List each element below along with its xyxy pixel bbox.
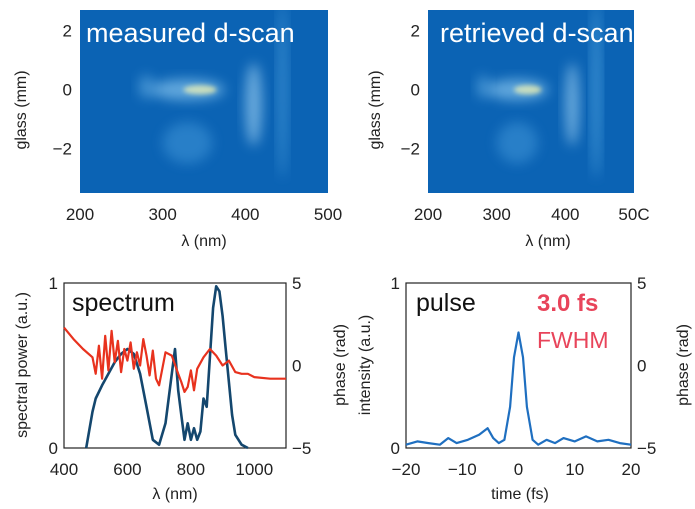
- spectrum-axes: 400 600 800 1000 0 1 5 0 −5: [49, 274, 312, 479]
- measured-ytick-label: 0: [63, 81, 72, 100]
- measured-heatmap-feature: [150, 79, 225, 101]
- spectrum-panel: spectrum 400 600 800 1000 0 1 5 0 −5 λ (nm) spec…: [14, 274, 349, 503]
- retrieved-heatmap-features: [476, 10, 601, 179]
- retrieved-heatmap-feature: [486, 79, 549, 101]
- spectrum-y2tick-label: 5: [292, 274, 301, 293]
- pulse-title: pulse: [416, 289, 476, 317]
- retrieved-heatmap-feature: [592, 10, 601, 179]
- pulse-y2tick-label: −5: [637, 439, 656, 458]
- measured-title: measured d-scan: [86, 18, 295, 48]
- measured-heatmap-background: [80, 10, 328, 193]
- measured-heatmap-feature: [245, 63, 262, 146]
- measured-xtick-label: 500: [314, 205, 342, 224]
- retrieved-dscan-panel: retrieved d-scan 200 300 400 50C 2 0 −2 λ (nm)…: [367, 10, 650, 250]
- pulse-xtick-label: 10: [565, 460, 584, 479]
- spectrum-series: [63, 285, 286, 450]
- measured-ytick-label: 2: [63, 22, 72, 41]
- pulse-xtick-label: −10: [448, 460, 477, 479]
- pulse-y2tick-label: 5: [637, 274, 646, 293]
- pulse-fwhm-value: 3.0 fs: [537, 290, 598, 317]
- measured-heatmap-feature: [138, 74, 154, 99]
- pulse-frame: [405, 282, 632, 449]
- retrieved-xtick-label: 300: [482, 205, 510, 224]
- spectrum-xtick-label: 600: [113, 460, 141, 479]
- measured-xtick-label: 200: [66, 205, 94, 224]
- spectrum-series-line: [84, 285, 249, 450]
- spectrum-ytick-label: 0: [49, 439, 58, 458]
- spectrum-y2tick-label: 0: [292, 357, 301, 376]
- pulse-panel: pulse 3.0 fs FWHM −20 −10 0 10 20 0 1 5 0 −5 time…: [357, 274, 692, 503]
- spectrum-xtick-label: 800: [177, 460, 205, 479]
- spectrum-xtick-label: 400: [50, 460, 78, 479]
- spectrum-ytick-label: 1: [49, 274, 58, 293]
- retrieved-xtick-label: 50C: [618, 205, 649, 224]
- measured-xlabel: λ (nm): [181, 233, 226, 250]
- measured-heatmap-features: [138, 10, 287, 179]
- retrieved-xtick-label: 400: [551, 205, 579, 224]
- pulse-xtick-label: 0: [514, 460, 523, 479]
- measured-xtick-label: 300: [148, 205, 176, 224]
- pulse-fwhm-label: FWHM: [537, 327, 609, 353]
- spectrum-y2tick-label: −5: [292, 439, 311, 458]
- retrieved-xtick-label: 200: [414, 205, 442, 224]
- pulse-axes: −20 −10 0 10 20 0 1 5 0 −5: [391, 274, 657, 479]
- pulse-ylabel: intensity (a.u.): [357, 315, 374, 415]
- spectrum-title: spectrum: [72, 289, 175, 317]
- spectrum-y2label: phase (rad): [332, 324, 349, 406]
- pulse-xlabel: time (fs): [491, 486, 549, 503]
- retrieved-title: retrieved d-scan: [440, 18, 634, 48]
- pulse-series: [405, 331, 632, 446]
- retrieved-xlabel: λ (nm): [525, 233, 570, 250]
- spectrum-ylabel: spectral power (a.u.): [14, 292, 31, 438]
- measured-axes: 200 300 400 500 2 0 −2: [53, 22, 343, 224]
- measured-heatmap-feature: [278, 10, 287, 179]
- retrieved-ytick-label: 2: [411, 22, 420, 41]
- retrieved-ytick-label: 0: [411, 81, 420, 100]
- pulse-y2tick-label: 0: [637, 357, 646, 376]
- spectrum-series-line: [63, 326, 286, 393]
- pulse-series-line: [405, 331, 632, 446]
- retrieved-heatmap-feature: [496, 122, 538, 164]
- pulse-xtick-label: 20: [622, 460, 641, 479]
- pulse-ytick-label: 0: [391, 439, 400, 458]
- pulse-ytick-label: 1: [391, 274, 400, 293]
- measured-xtick-label: 400: [231, 205, 259, 224]
- retrieved-axes: 200 300 400 50C 2 0 −2: [401, 22, 650, 224]
- retrieved-ytick-label: −2: [401, 140, 420, 159]
- retrieved-ylabel: glass (mm): [367, 70, 384, 149]
- pulse-y2label: phase (rad): [675, 324, 692, 406]
- spectrum-frame: [63, 282, 287, 449]
- pulse-xtick-label: −20: [392, 460, 421, 479]
- spectrum-xlabel: λ (nm): [152, 486, 197, 503]
- measured-ytick-label: −2: [53, 140, 72, 159]
- spectrum-xtick-label: 1000: [235, 460, 273, 479]
- retrieved-heatmap-feature: [476, 74, 490, 99]
- measured-heatmap-feature: [162, 122, 213, 164]
- measured-ylabel: glass (mm): [13, 70, 30, 149]
- retrieved-heatmap-feature: [565, 63, 580, 146]
